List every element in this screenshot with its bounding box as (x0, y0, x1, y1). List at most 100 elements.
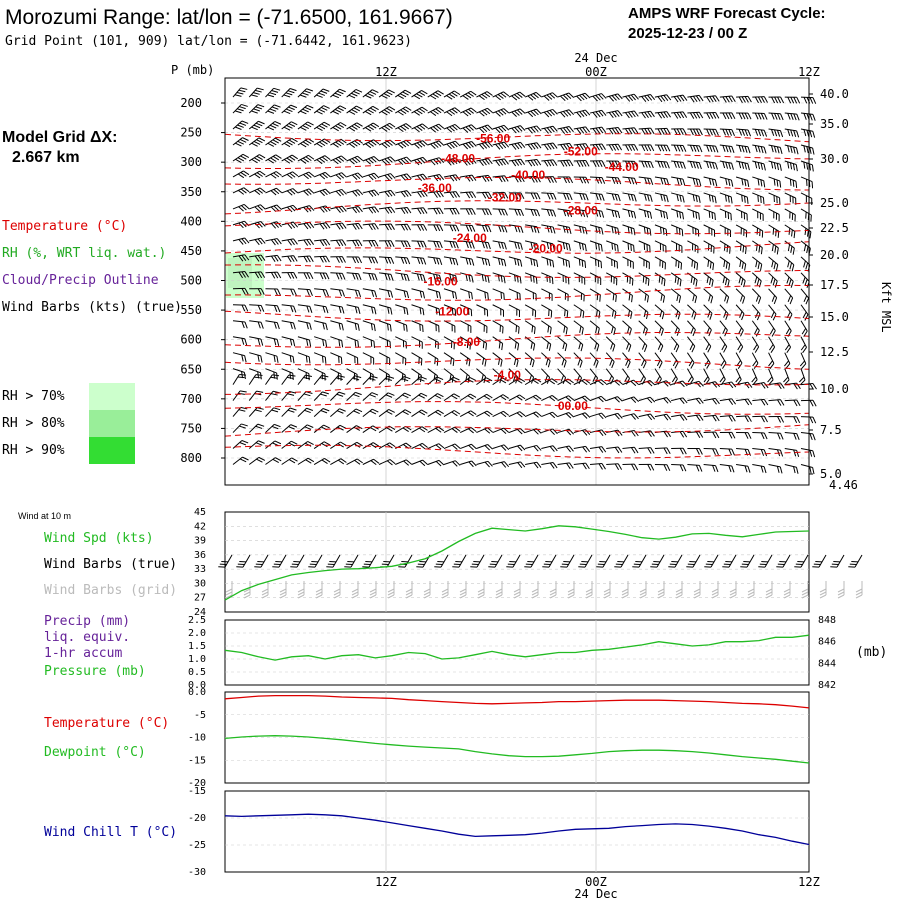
upper-wind-barb (476, 141, 493, 150)
upper-wind-barb (541, 142, 558, 151)
upper-wind-barb (719, 160, 734, 170)
wind-panel-label: Wind at 10 m (18, 511, 71, 521)
upper-wind-barb (687, 414, 704, 422)
upper-wind-barb (687, 240, 699, 254)
upper-wind-barb (606, 126, 623, 135)
upper-wind-barb (557, 288, 569, 302)
upper-wind-barb (492, 272, 506, 284)
upper-wind-barb (573, 462, 590, 470)
upper-wind-barb (606, 256, 618, 269)
surface-wind-barb-true (560, 554, 575, 568)
temp-tick-label: -10 (188, 733, 206, 744)
upper-wind-barb (313, 457, 331, 465)
upper-wind-barb (784, 160, 798, 172)
wind-chill-panel: -15 -20 -25 -30 Wind Chill T (°C) (44, 786, 810, 878)
precip-tick-label: 1.0 (188, 654, 206, 665)
upper-wind-barb (654, 111, 671, 119)
surface-wind-barb-true (758, 554, 773, 568)
height-tick-label: 20.0 (820, 248, 849, 262)
upper-wind-barb (524, 444, 542, 452)
upper-wind-barb (248, 440, 265, 449)
top-date-label: 24 Dec (574, 51, 617, 65)
upper-wind-barb (524, 378, 542, 386)
upper-wind-barb (265, 407, 281, 417)
upper-wind-barb (427, 352, 439, 366)
upper-wind-barb (346, 222, 363, 230)
upper-wind-barb (671, 128, 687, 136)
bottom-time-axis: 12Z 00Z 12Z 24 Dec (375, 875, 820, 900)
surface-wind-barb-grid (693, 581, 701, 599)
precip-tick-label: 0.0 (188, 680, 206, 691)
cross-section-frame (224, 77, 810, 486)
isotherm-label: -8.00 (453, 335, 481, 349)
upper-wind-barb (443, 288, 457, 300)
upper-wind-barb (443, 352, 455, 367)
isotherm-label: -36.00 (418, 181, 452, 195)
upper-wind-barb (654, 336, 664, 353)
upper-wind-barb (427, 256, 443, 266)
upper-wind-barb (394, 409, 412, 417)
windchill-line (224, 813, 810, 846)
upper-wind-barb (346, 88, 363, 99)
upper-wind-barb (297, 272, 314, 280)
upper-wind-barb (573, 126, 591, 135)
wind-tick-label: 39 (194, 536, 206, 547)
upper-wind-barb (508, 304, 521, 318)
upper-wind-barb (800, 399, 817, 407)
height-axis-label: Kft MSL (879, 282, 893, 333)
upper-wind-barb (638, 447, 655, 454)
upper-wind-barb (622, 93, 639, 102)
upper-wind-barb (411, 256, 427, 265)
wind-tick-label: 45 (194, 507, 206, 518)
upper-wind-barb (411, 288, 426, 299)
upper-wind-barb (638, 110, 655, 119)
upper-wind-barb (460, 256, 475, 266)
upper-wind-barb (752, 415, 768, 423)
upper-wind-barb (654, 192, 669, 203)
windchill-tick-label: -25 (188, 840, 206, 851)
upper-wind-barb (508, 394, 526, 402)
upper-wind-barb (411, 352, 423, 366)
upper-wind-barb (249, 187, 266, 196)
isotherm-line (224, 133, 810, 143)
wind-tick-label: 42 (194, 521, 206, 532)
upper-wind-barb (508, 158, 526, 167)
upper-wind-barb (670, 272, 682, 287)
upper-wind-barb (443, 140, 461, 150)
upper-wind-barb (719, 128, 735, 137)
upper-wind-barb (395, 320, 408, 332)
upper-wind-barb (411, 140, 429, 149)
upper-wind-barb (265, 304, 281, 313)
upper-wind-barb (476, 393, 493, 402)
upper-wind-barb (751, 304, 761, 321)
height-axis-ticks: 40.0 35.0 30.0 25.0 22.5 20.0 17.5 15.0 12.5 10.0… (809, 87, 849, 481)
upper-wind-barb (281, 440, 298, 449)
upper-wind-barb (232, 287, 249, 295)
upper-wind-barb (232, 254, 250, 262)
upper-wind-barb (443, 191, 460, 199)
upper-wind-barb (362, 189, 380, 197)
upper-wind-barb (395, 459, 412, 466)
surface-wind-barb-grid (495, 581, 503, 599)
upper-wind-barb (394, 89, 412, 99)
upper-wind-barb (443, 426, 461, 434)
upper-wind-barb (459, 320, 472, 333)
upper-wind-barb (281, 457, 298, 465)
upper-wind-barb (362, 288, 378, 298)
upper-wind-barb (313, 155, 331, 165)
upper-wind-barb (606, 110, 623, 119)
upper-wind-barb (687, 144, 703, 153)
bottom-time-label-12z-a: 12Z (375, 875, 397, 889)
bottom-date-label: 24 Dec (574, 887, 617, 900)
temp-axis-ticks: 0.0 -5 -10 -15 -20 (188, 687, 206, 789)
isotherm-line (224, 379, 810, 395)
upper-wind-barb (395, 256, 411, 265)
surface-wind-barb-true (326, 554, 341, 568)
upper-wind-barb (362, 206, 380, 214)
upper-wind-barb (314, 222, 331, 230)
top-time-label-00z: 00Z (585, 65, 607, 79)
upper-wind-barb (265, 336, 280, 347)
upper-wind-barb (492, 444, 510, 451)
upper-wind-barb (508, 352, 519, 367)
